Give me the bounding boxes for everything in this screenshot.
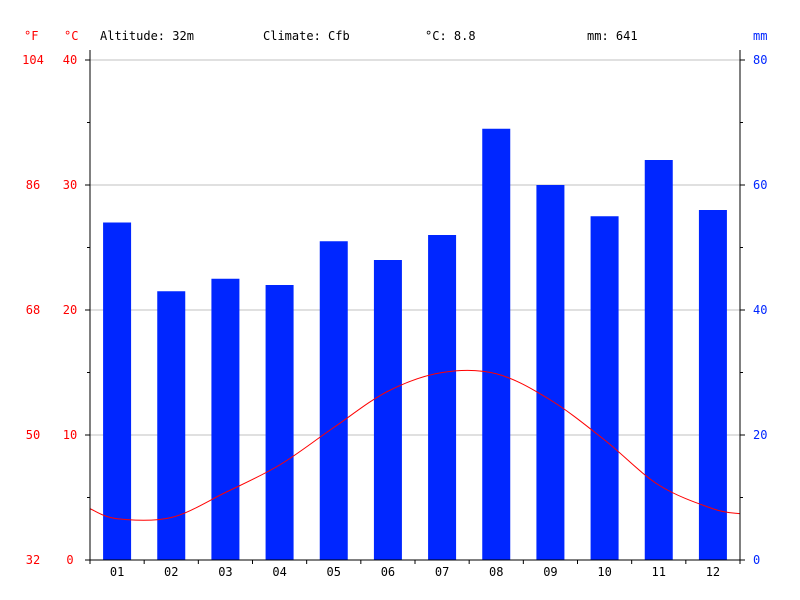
month-label: 04 [272, 565, 286, 579]
precipitation-bar [536, 185, 565, 560]
precipitation-tick-label: 80 [753, 53, 767, 67]
fahrenheit-unit-label: °F [24, 29, 38, 43]
celsius-tick-label: 40 [63, 53, 77, 67]
fahrenheit-tick-label: 50 [26, 428, 40, 442]
precipitation-bar [211, 278, 240, 560]
precipitation-bar [482, 128, 511, 560]
precipitation-bar [644, 160, 673, 560]
celsius-tick-label: 0 [66, 553, 73, 567]
altitude-label: Altitude: 32m [100, 29, 194, 43]
precipitation-total-label: mm: 641 [587, 29, 638, 43]
average-temperature-label: °C: 8.8 [425, 29, 476, 43]
celsius-tick-label: 10 [63, 428, 77, 442]
precipitation-bar [319, 241, 348, 560]
precipitation-bar [590, 216, 619, 560]
temperature-line-group [89, 369, 741, 521]
month-label: 02 [164, 565, 178, 579]
tick-labels: 0 10 20 30 40 32 50 68 86 104 0 20 40 60 80 01 02 03 04 05 0… [22, 53, 767, 579]
precipitation-bars [103, 128, 727, 560]
precipitation-bar [265, 285, 294, 560]
month-label: 06 [381, 565, 395, 579]
fahrenheit-tick-label: 104 [22, 53, 44, 67]
climate-label: Climate: Cfb [263, 29, 350, 43]
precipitation-bar [698, 210, 727, 560]
precipitation-bar [428, 235, 457, 560]
celsius-tick-label: 20 [63, 303, 77, 317]
precipitation-tick-label: 20 [753, 428, 767, 442]
fahrenheit-tick-label: 68 [26, 303, 40, 317]
month-label: 12 [706, 565, 720, 579]
temperature-line [89, 369, 741, 521]
precipitation-bar [157, 291, 186, 560]
month-label: 08 [489, 565, 503, 579]
precipitation-tick-label: 60 [753, 178, 767, 192]
precipitation-tick-label: 40 [753, 303, 767, 317]
axes [85, 50, 745, 564]
month-label: 05 [327, 565, 341, 579]
month-label: 03 [218, 565, 232, 579]
fahrenheit-tick-label: 32 [26, 553, 40, 567]
month-label: 01 [110, 565, 124, 579]
gridlines [90, 59, 740, 436]
fahrenheit-tick-label: 86 [26, 178, 40, 192]
celsius-unit-label: °C [64, 29, 78, 43]
celsius-tick-label: 30 [63, 178, 77, 192]
precipitation-bar [373, 260, 402, 560]
millimeter-unit-label: mm [753, 29, 767, 43]
month-label: 10 [597, 565, 611, 579]
precipitation-tick-label: 0 [753, 553, 760, 567]
month-label: 11 [652, 565, 666, 579]
precipitation-bar [103, 222, 132, 560]
month-label: 09 [543, 565, 557, 579]
month-label: 07 [435, 565, 449, 579]
